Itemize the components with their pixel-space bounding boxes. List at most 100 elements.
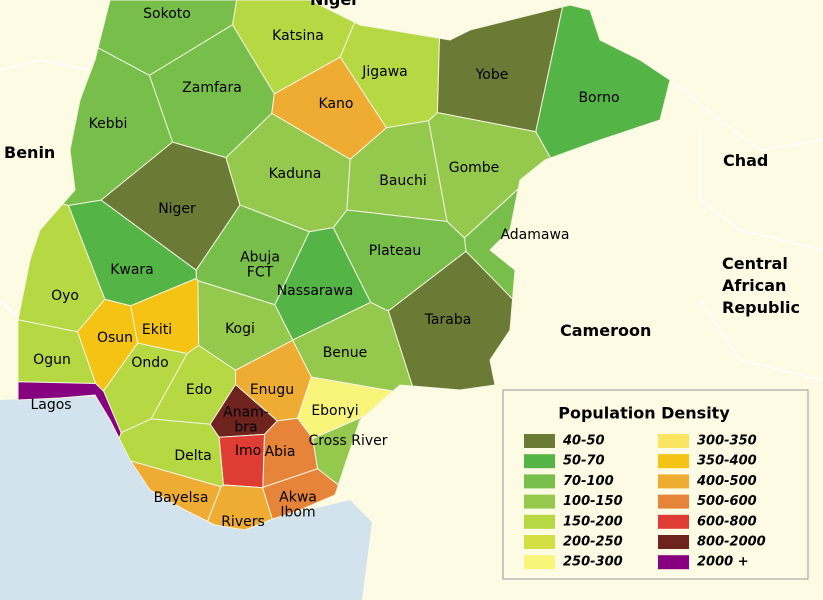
label-line: Plateau	[369, 243, 421, 259]
state-label: Jigawa	[361, 64, 408, 80]
label-line: Gombe	[449, 160, 500, 176]
state-label: Lagos	[30, 397, 71, 413]
state-label: Adamawa	[500, 227, 569, 243]
label-line: Ebonyi	[311, 403, 358, 419]
label-line: Nassarawa	[277, 283, 354, 299]
state-region	[17, 381, 122, 440]
state-label: Ekiti	[142, 322, 172, 338]
label-line: Imo	[235, 443, 261, 459]
legend-label: 600-800	[697, 514, 757, 529]
country-label: Cameroon	[560, 321, 651, 340]
state-label: Ogun	[33, 352, 71, 368]
state-label: Gombe	[449, 160, 500, 176]
legend-swatch	[658, 474, 689, 489]
country-label: Central African Republic	[722, 254, 800, 317]
state-label: Ondo	[131, 355, 168, 371]
label-line: Enugu	[250, 382, 294, 398]
legend-label: 100-150	[563, 494, 623, 509]
country-label: Chad	[723, 151, 768, 170]
label-line: Ondo	[131, 355, 168, 371]
label-line: Akwa	[279, 490, 317, 506]
label-line: Republic	[722, 298, 800, 317]
state-label: Anam-bra	[223, 405, 269, 436]
state-label: Katsina	[272, 28, 324, 44]
state-label: Abia	[265, 444, 296, 460]
label-line: Kwara	[110, 262, 154, 278]
state-label: Kwara	[110, 262, 154, 278]
label-line: Ogun	[33, 352, 71, 368]
sea	[0, 396, 372, 600]
legend-swatch	[524, 474, 555, 489]
label-line: Niger	[158, 201, 196, 217]
legend-swatch	[524, 494, 555, 509]
legend-label: 40-50	[562, 434, 605, 449]
legend-label: 2000 +	[697, 555, 749, 570]
legend-swatch	[524, 454, 555, 469]
legend-swatch	[524, 555, 555, 570]
label-line: Ibom	[280, 505, 315, 521]
state-label: Cross River	[308, 433, 387, 449]
state-label: Oyo	[51, 288, 79, 304]
state-label: Sokoto	[143, 6, 191, 22]
state-label: Osun	[97, 330, 133, 346]
legend-label: 400-500	[696, 474, 757, 489]
state-label: Nassarawa	[277, 283, 354, 299]
legend-label: 70-100	[563, 474, 614, 489]
label-line: Yobe	[475, 67, 509, 83]
label-line: Zamfara	[182, 80, 242, 96]
label-line: Rivers	[221, 514, 265, 530]
legend-swatch	[658, 494, 689, 509]
state-label: Bayelsa	[154, 490, 209, 506]
legend-swatch	[658, 514, 689, 529]
state-label: Kano	[319, 96, 354, 112]
label-line: Bayelsa	[154, 490, 209, 506]
label-line: Chad	[723, 151, 768, 170]
label-line: Benue	[323, 345, 368, 361]
label-line: Kogi	[225, 321, 255, 337]
legend-swatch	[524, 434, 555, 448]
label-line: Kaduna	[269, 166, 322, 182]
legend-label: 150-200	[563, 514, 623, 529]
legend-swatch	[524, 535, 555, 549]
label-line: Osun	[97, 330, 133, 346]
state-label: Ebonyi	[311, 403, 358, 419]
legend-label: 300-350	[697, 434, 757, 449]
state-label: Kaduna	[269, 166, 322, 182]
state-label: Niger	[158, 201, 196, 217]
label-line: Abia	[265, 444, 296, 460]
labels: Sokoto Katsina Zamfara Kebbi Kano Jigawa Yobe B…	[4, 0, 800, 530]
label-line: Katsina	[272, 28, 324, 44]
label-line: Sokoto	[143, 6, 191, 22]
label-line: Taraba	[424, 312, 472, 328]
label-line: Abuja	[240, 250, 280, 266]
legend-label: 800-2000	[697, 535, 766, 550]
country-label: Niger	[310, 0, 359, 9]
label-line: Bauchi	[379, 173, 427, 189]
state-label: Taraba	[424, 312, 472, 328]
label-line: Cross River	[308, 433, 387, 449]
label-line: Borno	[578, 90, 619, 106]
label-line: Oyo	[51, 288, 79, 304]
label-line: Adamawa	[500, 227, 569, 243]
legend-swatch	[658, 535, 689, 549]
states	[17, 0, 671, 531]
state-region	[206, 484, 273, 531]
state-label: Benue	[323, 345, 368, 361]
label-line: bra	[234, 420, 257, 436]
label-line: Cameroon	[560, 321, 651, 340]
legend-swatch	[524, 514, 555, 529]
country-label: Benin	[4, 143, 55, 162]
state-label: Edo	[186, 382, 212, 398]
country-borders	[0, 59, 823, 381]
label-line: African	[722, 276, 786, 295]
legend-swatch	[658, 454, 689, 469]
legend-label: 500-600	[697, 494, 757, 509]
legend-swatch	[658, 434, 689, 448]
state-label: Bauchi	[379, 173, 427, 189]
label-line: Edo	[186, 382, 212, 398]
label-line: Lagos	[30, 397, 71, 413]
label-line: Delta	[174, 448, 211, 464]
state-label: Kogi	[225, 321, 255, 337]
state-label: Zamfara	[182, 80, 242, 96]
